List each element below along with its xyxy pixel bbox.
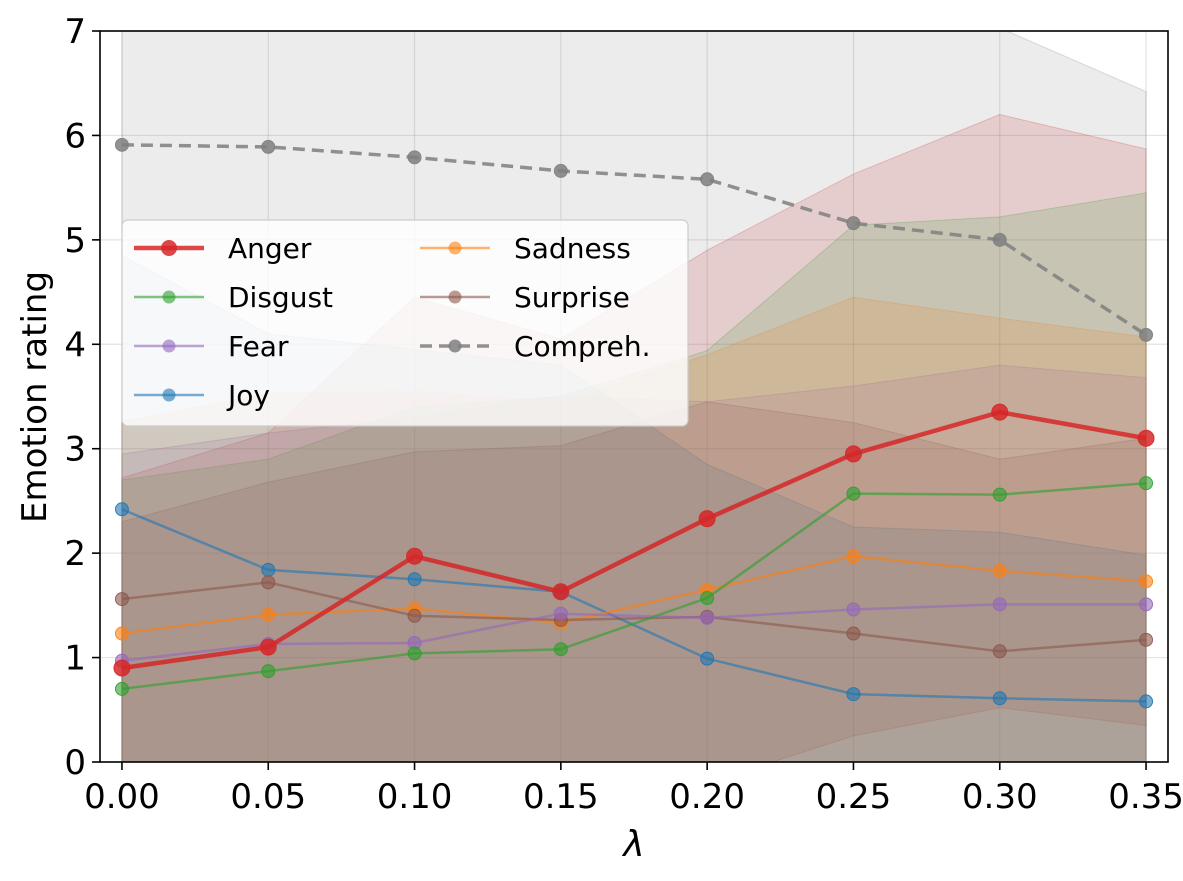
point-sadness-7 — [1139, 574, 1154, 589]
point-joy-7 — [1139, 694, 1154, 709]
point-anger-3 — [552, 583, 570, 601]
legend-marker-surprise — [448, 290, 462, 304]
point-anger-1 — [259, 638, 277, 656]
legend-label-anger: Anger — [228, 232, 312, 265]
point-disgust-4 — [700, 591, 715, 606]
band-surprise — [121, 401, 1147, 762]
y-tick-label-7: 7 — [64, 12, 86, 52]
axis-ticks: 0.00 0.05 0.10 0.15 0.20 0.25 0.30 0.35 0 1 2 3 4 5 6 7 — [64, 12, 1183, 817]
line-joy — [121, 508, 1147, 703]
point-disgust-1 — [261, 664, 276, 679]
point-joy-2 — [407, 572, 422, 587]
series-lines — [113, 137, 1155, 709]
point-surprise-0 — [114, 592, 129, 607]
point-anger-2 — [406, 547, 424, 565]
y-tick-label-3: 3 — [64, 430, 86, 470]
x-tick-label-5: 0.25 — [816, 777, 892, 817]
y-tick-label-1: 1 — [64, 639, 86, 679]
legend-label-surprise: Surprise — [514, 281, 630, 314]
x-tick-label-3: 0.15 — [523, 777, 599, 817]
point-compreh-5 — [846, 216, 861, 231]
legend-marker-fear — [162, 339, 176, 353]
y-tick-label-0: 0 — [64, 743, 86, 783]
legend-marker-anger — [161, 240, 177, 256]
x-tick-label-7: 0.35 — [1108, 777, 1183, 817]
y-tick-label-5: 5 — [64, 221, 86, 261]
point-surprise-2 — [407, 608, 422, 623]
point-surprise-7 — [1139, 632, 1154, 647]
legend-label-joy: Joy — [226, 379, 270, 412]
point-sadness-1 — [261, 607, 276, 622]
point-disgust-6 — [992, 487, 1007, 502]
point-compreh-7 — [1139, 327, 1154, 342]
y-tick-label-4: 4 — [64, 325, 86, 365]
point-surprise-6 — [992, 644, 1007, 659]
point-disgust-5 — [846, 486, 861, 501]
point-sadness-5 — [846, 549, 861, 564]
point-disgust-0 — [114, 681, 129, 696]
point-anger-7 — [1137, 429, 1155, 447]
legend-label-compreh: Compreh. — [514, 330, 651, 363]
line-anger — [121, 409, 1147, 671]
legend-label-sadness: Sadness — [514, 232, 631, 265]
point-anger-6 — [991, 403, 1009, 421]
y-tick-label-2: 2 — [64, 534, 86, 574]
point-compreh-6 — [992, 232, 1007, 247]
legend-box — [121, 219, 689, 427]
legend-marker-sadness — [448, 241, 462, 255]
uncertainty-bands — [121, 31, 1147, 762]
point-sadness-6 — [992, 563, 1007, 578]
y-axis-label: Emotion rating — [15, 271, 55, 523]
line-disgust — [121, 481, 1147, 691]
point-fear-6 — [992, 597, 1007, 612]
point-anger-4 — [698, 510, 716, 528]
x-tick-label-1: 0.05 — [230, 777, 306, 817]
line-surprise — [121, 581, 1147, 653]
x-axis-label: λ — [621, 824, 644, 865]
point-joy-6 — [992, 691, 1007, 706]
point-anger-5 — [844, 445, 862, 463]
point-disgust-3 — [553, 642, 568, 657]
point-fear-7 — [1139, 597, 1154, 612]
point-joy-5 — [846, 687, 861, 702]
line-sadness — [121, 555, 1147, 635]
point-fear-4 — [700, 610, 715, 625]
point-compreh-4 — [700, 172, 715, 187]
point-compreh-2 — [407, 150, 422, 165]
point-disgust-7 — [1139, 476, 1154, 491]
x-tick-label-2: 0.10 — [377, 777, 453, 817]
point-compreh-1 — [261, 139, 276, 154]
line-compreh — [121, 143, 1148, 337]
point-joy-0 — [114, 502, 129, 517]
point-fear-5 — [846, 602, 861, 617]
x-tick-label-4: 0.20 — [669, 777, 745, 817]
legend-marker-joy — [162, 388, 176, 402]
point-surprise-1 — [261, 575, 276, 590]
point-anger-0 — [113, 659, 131, 677]
x-tick-label-6: 0.30 — [962, 777, 1038, 817]
legend: Anger Disgust Fear Joy Sadness Surprise Compre… — [121, 219, 689, 427]
line-fear — [121, 603, 1147, 662]
x-tick-label-0: 0.00 — [84, 777, 160, 817]
point-joy-1 — [261, 562, 276, 577]
plot-frame — [99, 30, 1169, 763]
y-tick-label-6: 6 — [64, 116, 86, 156]
legend-marker-disgust — [162, 290, 176, 304]
point-surprise-5 — [846, 626, 861, 641]
legend-label-disgust: Disgust — [228, 281, 333, 314]
point-disgust-2 — [407, 646, 422, 661]
point-compreh-0 — [114, 137, 129, 152]
point-fear-3 — [553, 606, 568, 621]
point-compreh-3 — [553, 163, 568, 178]
legend-marker-compreh — [448, 339, 462, 353]
point-joy-4 — [700, 651, 715, 666]
legend-label-fear: Fear — [228, 330, 289, 363]
point-sadness-0 — [114, 626, 129, 641]
